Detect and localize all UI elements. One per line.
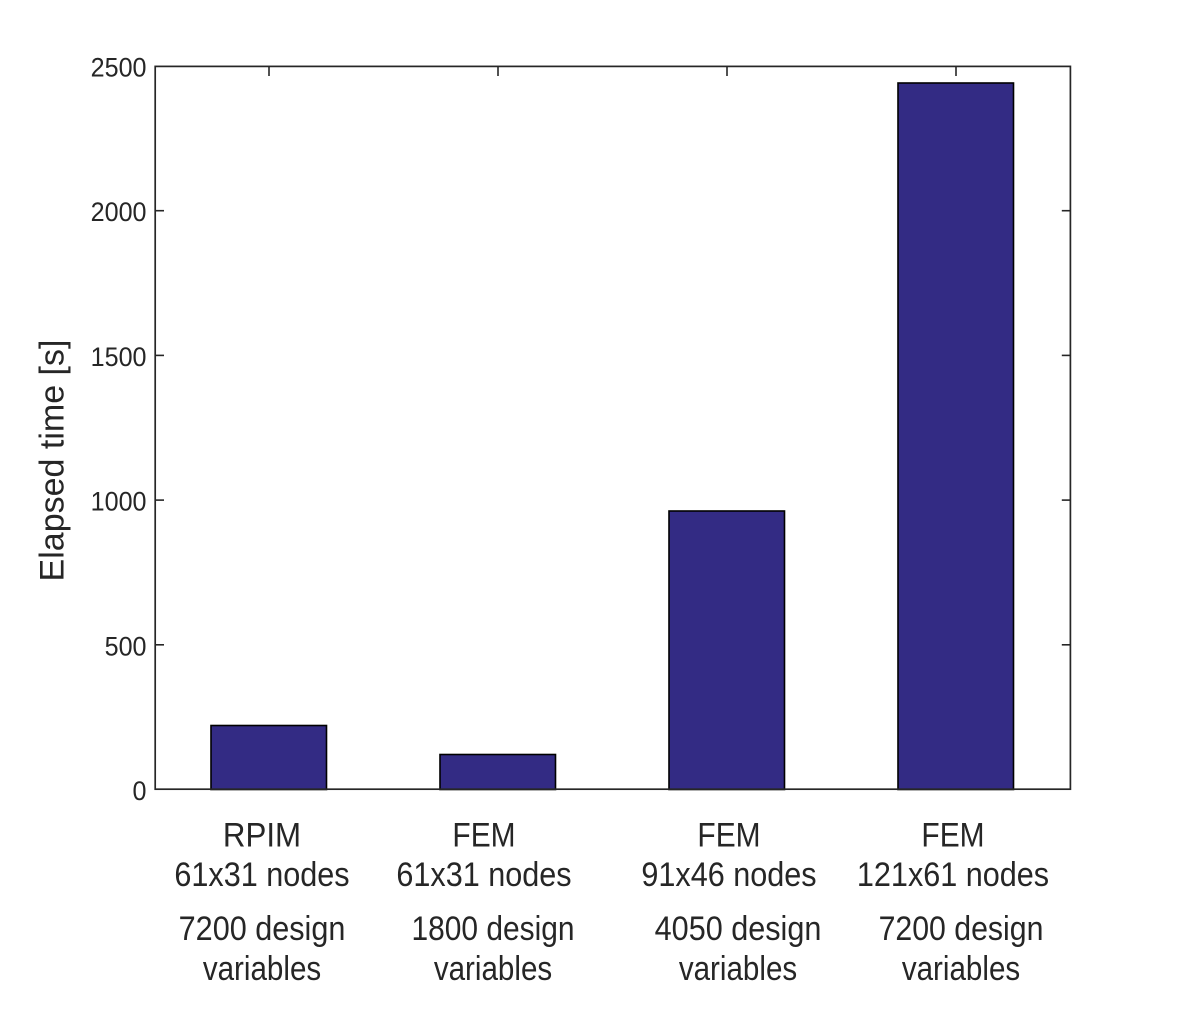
svg-text:1000: 1000 xyxy=(91,486,147,517)
svg-text:7200 design: 7200 design xyxy=(879,909,1044,947)
svg-text:91x46 nodes: 91x46 nodes xyxy=(641,856,816,894)
svg-text:RPIM: RPIM xyxy=(223,815,301,854)
svg-text:121x61 nodes: 121x61 nodes xyxy=(857,856,1049,894)
svg-text:500: 500 xyxy=(105,630,147,661)
svg-text:variables: variables xyxy=(434,949,552,987)
svg-text:variables: variables xyxy=(203,949,321,987)
svg-text:1800 design: 1800 design xyxy=(411,909,574,947)
svg-text:2500: 2500 xyxy=(91,52,147,83)
svg-text:FEM: FEM xyxy=(697,816,760,854)
svg-text:61x31 nodes: 61x31 nodes xyxy=(174,856,349,894)
svg-text:7200 design: 7200 design xyxy=(179,910,346,948)
svg-text:FEM: FEM xyxy=(452,816,515,854)
svg-text:Elapsed time [s]: Elapsed time [s] xyxy=(34,340,72,582)
svg-text:variables: variables xyxy=(679,949,797,987)
svg-text:61x31 nodes: 61x31 nodes xyxy=(396,856,571,894)
svg-text:2000: 2000 xyxy=(91,196,147,227)
svg-text:variables: variables xyxy=(902,949,1020,987)
svg-text:1500: 1500 xyxy=(91,341,147,372)
svg-text:0: 0 xyxy=(133,775,147,806)
svg-text:FEM: FEM xyxy=(921,816,984,854)
svg-text:4050 design: 4050 design xyxy=(655,910,822,948)
